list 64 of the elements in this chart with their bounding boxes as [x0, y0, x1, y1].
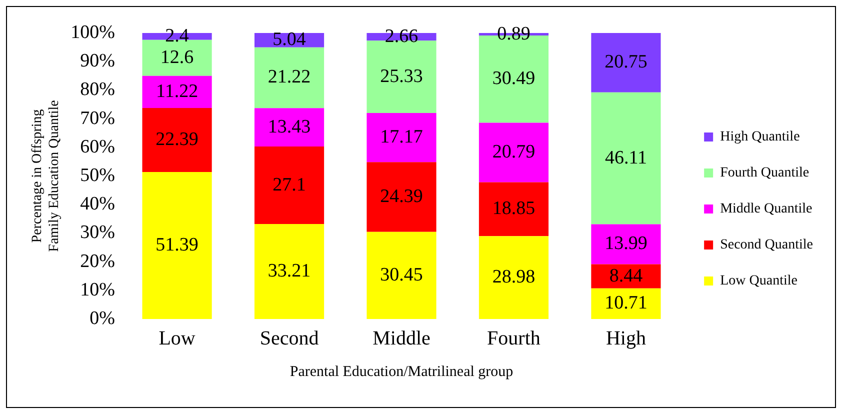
legend-label: Second Quantile	[720, 238, 813, 253]
data-label: 10.71	[604, 292, 648, 314]
x-axis-title: Parental Education/Matrilineal group	[290, 364, 514, 380]
y-tick-label: 80%	[80, 79, 116, 100]
legend-label: High Quantile	[720, 130, 800, 145]
data-label: 30.49	[492, 68, 536, 90]
data-label: 13.43	[268, 116, 311, 138]
data-label: 33.21	[268, 260, 311, 282]
bar	[591, 33, 661, 92]
bar	[478, 122, 549, 182]
legend-label: Fourth Quantile	[720, 166, 810, 181]
x-tick-label: Second	[260, 327, 319, 350]
y-tick-label: 60%	[80, 136, 116, 158]
bar	[254, 146, 324, 224]
x-tick-label: Fourth	[487, 327, 540, 350]
data-label: 28.98	[492, 266, 536, 288]
y-tick-label: 70%	[80, 108, 116, 129]
data-label: 25.33	[380, 66, 423, 87]
bar	[591, 288, 661, 319]
data-label: 20.79	[492, 141, 536, 162]
bar	[254, 47, 324, 108]
x-tick-label: Low	[158, 327, 196, 350]
data-label: 5.04	[272, 29, 306, 50]
bar	[142, 108, 212, 172]
bar	[591, 224, 661, 264]
data-label: 8.44	[609, 265, 644, 286]
data-label: 21.22	[268, 66, 311, 88]
bar	[478, 236, 549, 319]
data-label: 20.75	[604, 52, 648, 73]
y-tick-label: 100%	[70, 22, 116, 43]
y-tick-label: 50%	[80, 164, 116, 186]
bar	[366, 232, 436, 319]
bar	[591, 264, 661, 288]
bar	[478, 182, 549, 236]
data-label: 30.45	[380, 264, 423, 286]
data-label: 17.17	[380, 126, 423, 148]
y-axis-title: Percentage in Offspring Family Education Quantile	[30, 100, 62, 252]
bar	[366, 113, 436, 162]
bar	[254, 108, 324, 147]
data-label: 46.11	[604, 147, 647, 168]
bar	[142, 76, 212, 108]
y-tick-label: 10%	[80, 279, 116, 300]
data-label: 18.85	[492, 198, 536, 220]
y-tick-label: 20%	[80, 250, 116, 272]
data-label: 51.39	[156, 234, 198, 256]
y-tick-label: 90%	[80, 50, 116, 72]
data-label: 11.22	[156, 80, 198, 102]
data-label: 12.6	[160, 46, 194, 68]
bar	[366, 162, 436, 232]
data-label: 27.1	[272, 174, 306, 196]
y-tick-label: 40%	[80, 194, 116, 215]
x-tick-label: Middle	[372, 327, 431, 350]
legend-label: Middle Quantile	[720, 202, 812, 217]
y-tick-label: 30%	[80, 222, 116, 244]
y-tick-label: 0%	[90, 308, 116, 329]
data-label: 13.99	[604, 233, 648, 254]
bar	[254, 224, 324, 319]
data-label: 22.39	[156, 128, 198, 150]
x-tick-label: High	[606, 327, 646, 350]
bar	[591, 92, 661, 224]
bar	[142, 172, 212, 319]
data-label: 24.39	[380, 186, 423, 208]
bar	[366, 40, 436, 114]
legend-label: Low Quantile	[720, 274, 798, 289]
